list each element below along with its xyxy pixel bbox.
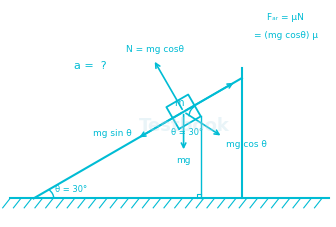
Text: N = mg cosθ: N = mg cosθ [126,45,184,54]
Text: a =  ?: a = ? [74,61,107,71]
Text: Fₐᵣ = μN: Fₐᵣ = μN [267,13,304,22]
Text: mg sin θ: mg sin θ [93,129,132,138]
Text: θ = 30°: θ = 30° [55,185,88,194]
Text: = (mg cosθ) μ: = (mg cosθ) μ [254,31,318,40]
Text: θ = 30°: θ = 30° [171,128,203,137]
Text: m: m [174,98,183,108]
Text: mg cos θ: mg cos θ [226,140,267,149]
Text: Testbook: Testbook [139,117,230,135]
Text: mg: mg [176,156,191,165]
